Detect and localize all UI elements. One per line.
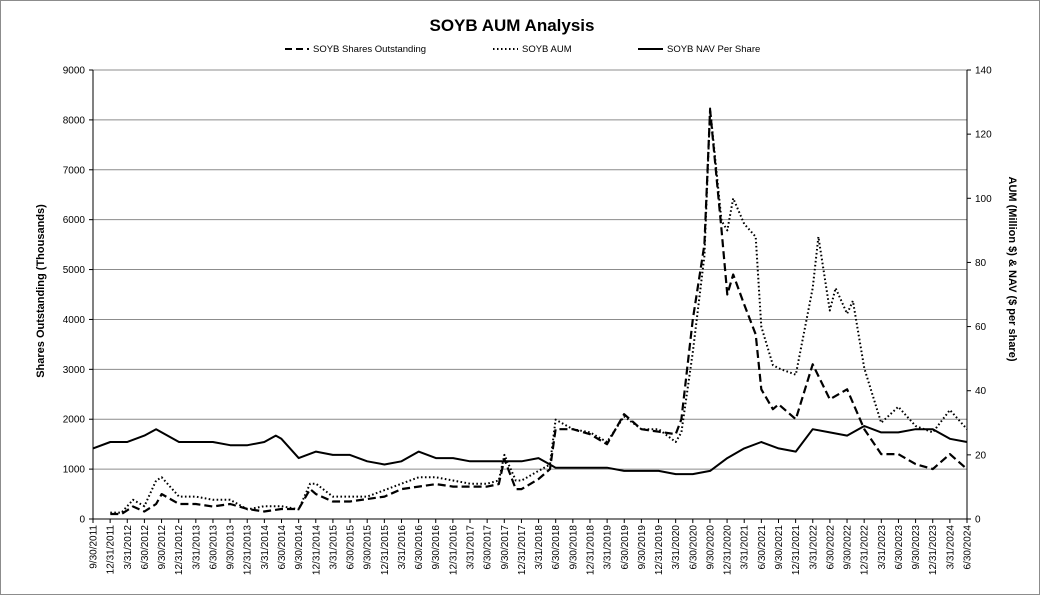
x-tick-label: 3/31/2013 [191,525,202,570]
x-tick-label: 3/31/2023 [877,525,888,570]
x-tick-label: 3/31/2014 [260,525,271,570]
x-tick-label: 12/31/2018 [585,525,596,575]
x-tick-label: 9/30/2012 [157,525,168,570]
x-tick-label: 9/30/2013 [226,525,237,570]
x-tick-label: 9/30/2020 [705,525,716,570]
right-tick-label: 100 [975,194,992,205]
right-tick-label: 20 [975,450,987,461]
x-tick-label: 12/31/2012 [174,525,185,575]
x-axis-ticks: 9/30/2011 12/31/2011 3/31/2012 6/30/2012 9/3… [89,519,974,575]
right-tick-label: 60 [975,322,987,333]
x-tick-label: 12/31/2020 [723,525,734,575]
x-tick-label: 9/30/2016 [431,525,442,570]
left-tick-label: 3000 [63,365,86,376]
left-tick-label: 4000 [63,315,86,326]
left-tick-label: 6000 [63,215,86,226]
x-tick-label: 12/31/2022 [860,525,871,575]
left-tick-label: 2000 [63,415,86,426]
left-tick-label: 9000 [63,66,86,77]
x-tick-label: 9/30/2011 [89,525,100,569]
x-tick-label: 12/31/2019 [654,525,665,575]
legend-label-aum: SOYB AUM [522,44,572,55]
x-tick-label: 6/30/2018 [551,525,562,570]
x-tick-label: 6/30/2012 [140,525,151,570]
x-tick-label: 3/31/2015 [328,525,339,570]
x-tick-label: 9/30/2019 [637,525,648,570]
series-line-soyb-shares-outstanding [110,108,968,516]
x-tick-label: 3/31/2021 [740,525,751,570]
right-tick-label: 120 [975,130,992,141]
left-tick-label: 7000 [63,165,86,176]
x-tick-label: 6/30/2013 [208,525,219,570]
left-axis-title: Shares Outstanding (Thousands) [35,204,47,378]
x-tick-label: 9/30/2021 [774,525,785,570]
x-tick-label: 9/30/2014 [294,525,305,570]
x-tick-label: 12/31/2014 [311,525,322,575]
x-tick-label: 12/31/2015 [380,525,391,575]
x-tick-label: 3/31/2024 [945,525,956,570]
left-tick-label: 1000 [63,465,86,476]
right-tick-label: 0 [975,515,981,526]
x-tick-label: 9/30/2018 [568,525,579,570]
x-tick-label: 6/30/2017 [483,525,494,570]
x-tick-label: 9/30/2022 [843,525,854,570]
legend: SOYB Shares Outstanding SOYB AUM SOYB NA… [285,44,760,55]
left-axis-ticks: 0 1000 2000 3000 4000 5000 6000 7000 8000 9000 [63,66,93,526]
x-tick-label: 6/30/2024 [963,525,974,570]
right-axis-ticks: 0 20 40 60 80 100 120 140 [967,66,992,526]
x-tick-label: 12/31/2016 [448,525,459,575]
left-tick-label: 8000 [63,115,86,126]
x-tick-label: 12/31/2021 [791,525,802,575]
legend-label-shares-outstanding: SOYB Shares Outstanding [313,44,426,55]
gridlines [93,69,967,470]
x-tick-label: 3/31/2016 [397,525,408,570]
right-tick-label: 140 [975,66,992,77]
right-tick-label: 80 [975,258,987,269]
series-line-soyb-aum [110,107,968,514]
series-layer [92,107,968,516]
x-tick-label: 3/31/2012 [123,525,134,570]
x-tick-label: 3/31/2017 [466,525,477,570]
x-tick-label: 6/30/2020 [688,525,699,570]
x-tick-label: 6/30/2016 [414,525,425,570]
x-tick-label: 3/31/2020 [671,525,682,570]
x-tick-label: 6/30/2022 [825,525,836,570]
right-tick-label: 40 [975,386,987,397]
left-tick-label: 0 [79,515,85,526]
x-tick-label: 12/31/2011 [106,525,117,575]
legend-label-nav-per-share: SOYB NAV Per Share [667,44,760,55]
x-tick-label: 3/31/2022 [808,525,819,570]
x-tick-label: 12/31/2023 [928,525,939,575]
left-tick-label: 5000 [63,265,86,276]
x-tick-label: 9/30/2017 [500,525,511,570]
series-line-soyb-nav-per-share [92,425,968,476]
x-tick-label: 6/30/2015 [346,525,357,570]
x-tick-label: 6/30/2021 [757,525,768,570]
chart-title: SOYB AUM Analysis [429,16,594,35]
x-tick-label: 3/31/2019 [603,525,614,570]
x-tick-label: 9/30/2015 [363,525,374,570]
x-tick-label: 6/30/2023 [894,525,905,570]
x-tick-label: 9/30/2023 [911,525,922,570]
x-tick-label: 12/31/2013 [243,525,254,575]
x-tick-label: 6/30/2019 [620,525,631,570]
x-tick-label: 3/31/2018 [534,525,545,570]
right-axis-title: AUM (Million $) & NAV ($ per share) [1006,177,1018,362]
x-tick-label: 12/31/2017 [517,525,528,575]
x-tick-label: 6/30/2014 [277,525,288,570]
